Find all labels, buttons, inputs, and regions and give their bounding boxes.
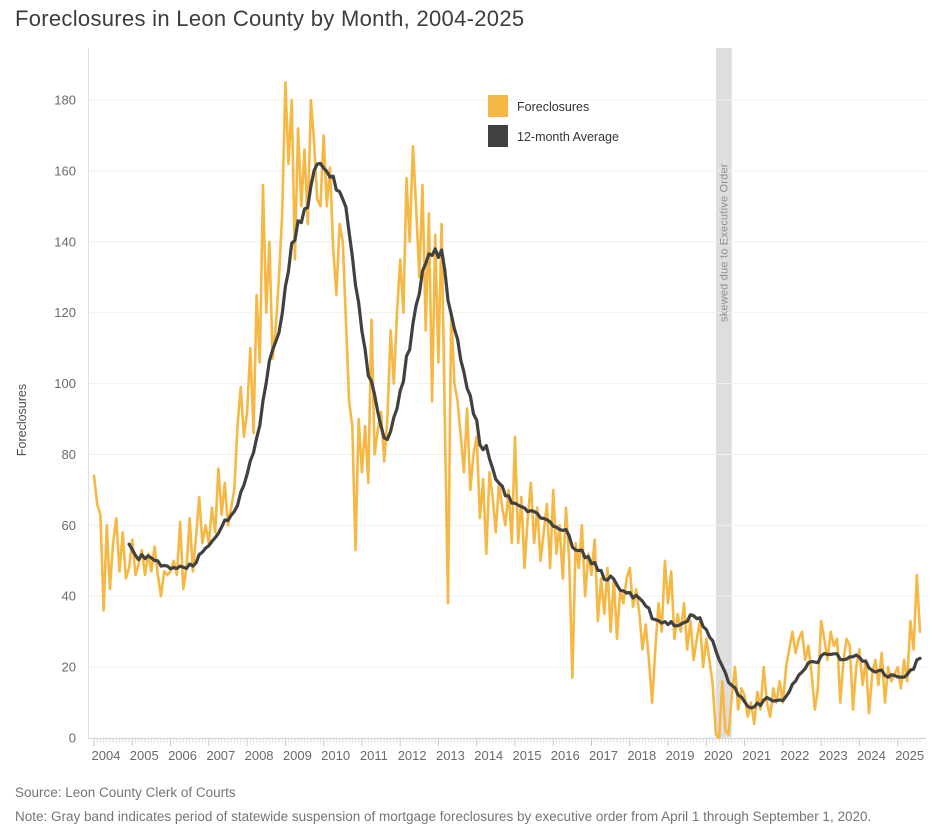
y-tick-label: 140 [54,234,76,249]
x-tick-label: 2009 [283,748,312,763]
x-tick-label: 2018 [627,748,656,763]
footer-notes: Source: Leon County Clerk of Courts Note… [15,781,871,829]
legend-label-foreclosures: Foreclosures [517,100,589,114]
executive-order-band-layer [715,48,732,738]
band-note: Note: Gray band indicates period of stat… [15,809,872,824]
x-tick-label: 2025 [895,748,924,763]
gridlines [88,99,926,739]
average-line [127,161,922,710]
x-tick-label: 2013 [436,748,465,763]
legend-swatch-average [488,125,508,147]
y-tick-label: 100 [54,376,76,391]
x-tick-label: 2020 [704,748,733,763]
y-tick-label: 80 [62,447,76,462]
x-tick-label: 2019 [666,748,695,763]
x-tick-label: 2022 [780,748,809,763]
y-tick-label: 60 [62,518,76,533]
y-tick-label: 120 [54,305,76,320]
chart-title: Foreclosures in Leon County by Month, 20… [15,6,525,31]
x-tick-label: 2017 [589,748,618,763]
x-tick-label: 2021 [742,748,771,763]
x-tick-label: 2015 [513,748,542,763]
x-tick-label: 2007 [206,748,235,763]
executive-order-band [715,48,732,738]
x-tick-label: 2005 [130,748,159,763]
foreclosures-line [92,81,922,740]
y-tick-label: 0 [69,731,76,746]
series-layer [92,81,922,740]
x-tick-label: 2023 [819,748,848,763]
source-note: Source: Leon County Clerk of Courts [15,785,236,800]
x-tick-label: 2008 [245,748,274,763]
x-tick-label: 2006 [168,748,197,763]
y-tick-label: 20 [62,660,76,675]
x-tick-label: 2016 [551,748,580,763]
legend: Foreclosures 12-month Average [488,95,619,147]
y-tick-label: 160 [54,163,76,178]
x-tick-label: 2010 [321,748,350,763]
axes [88,48,926,746]
axis-tick-labels: 0 20 40 60 80 100 120 140 160 180 2004 2005 2006 2007… [54,93,924,764]
x-tick-label: 2004 [92,748,121,763]
foreclosures-chart: 0 20 40 60 80 100 120 140 160 180 2004 2005 2006 2007… [15,48,926,764]
y-tick-label: 180 [54,93,76,108]
executive-order-band-label: skewed due to Executive Order [718,163,730,322]
legend-label-average: 12-month Average [517,130,619,144]
x-tick-label: 2012 [398,748,427,763]
x-tick-label: 2014 [474,748,503,763]
y-axis-title: Foreclosures [15,384,29,456]
x-tick-label: 2011 [360,748,388,763]
y-tick-label: 40 [62,589,76,604]
legend-swatch-foreclosures [488,95,508,117]
x-tick-label: 2024 [857,748,886,763]
